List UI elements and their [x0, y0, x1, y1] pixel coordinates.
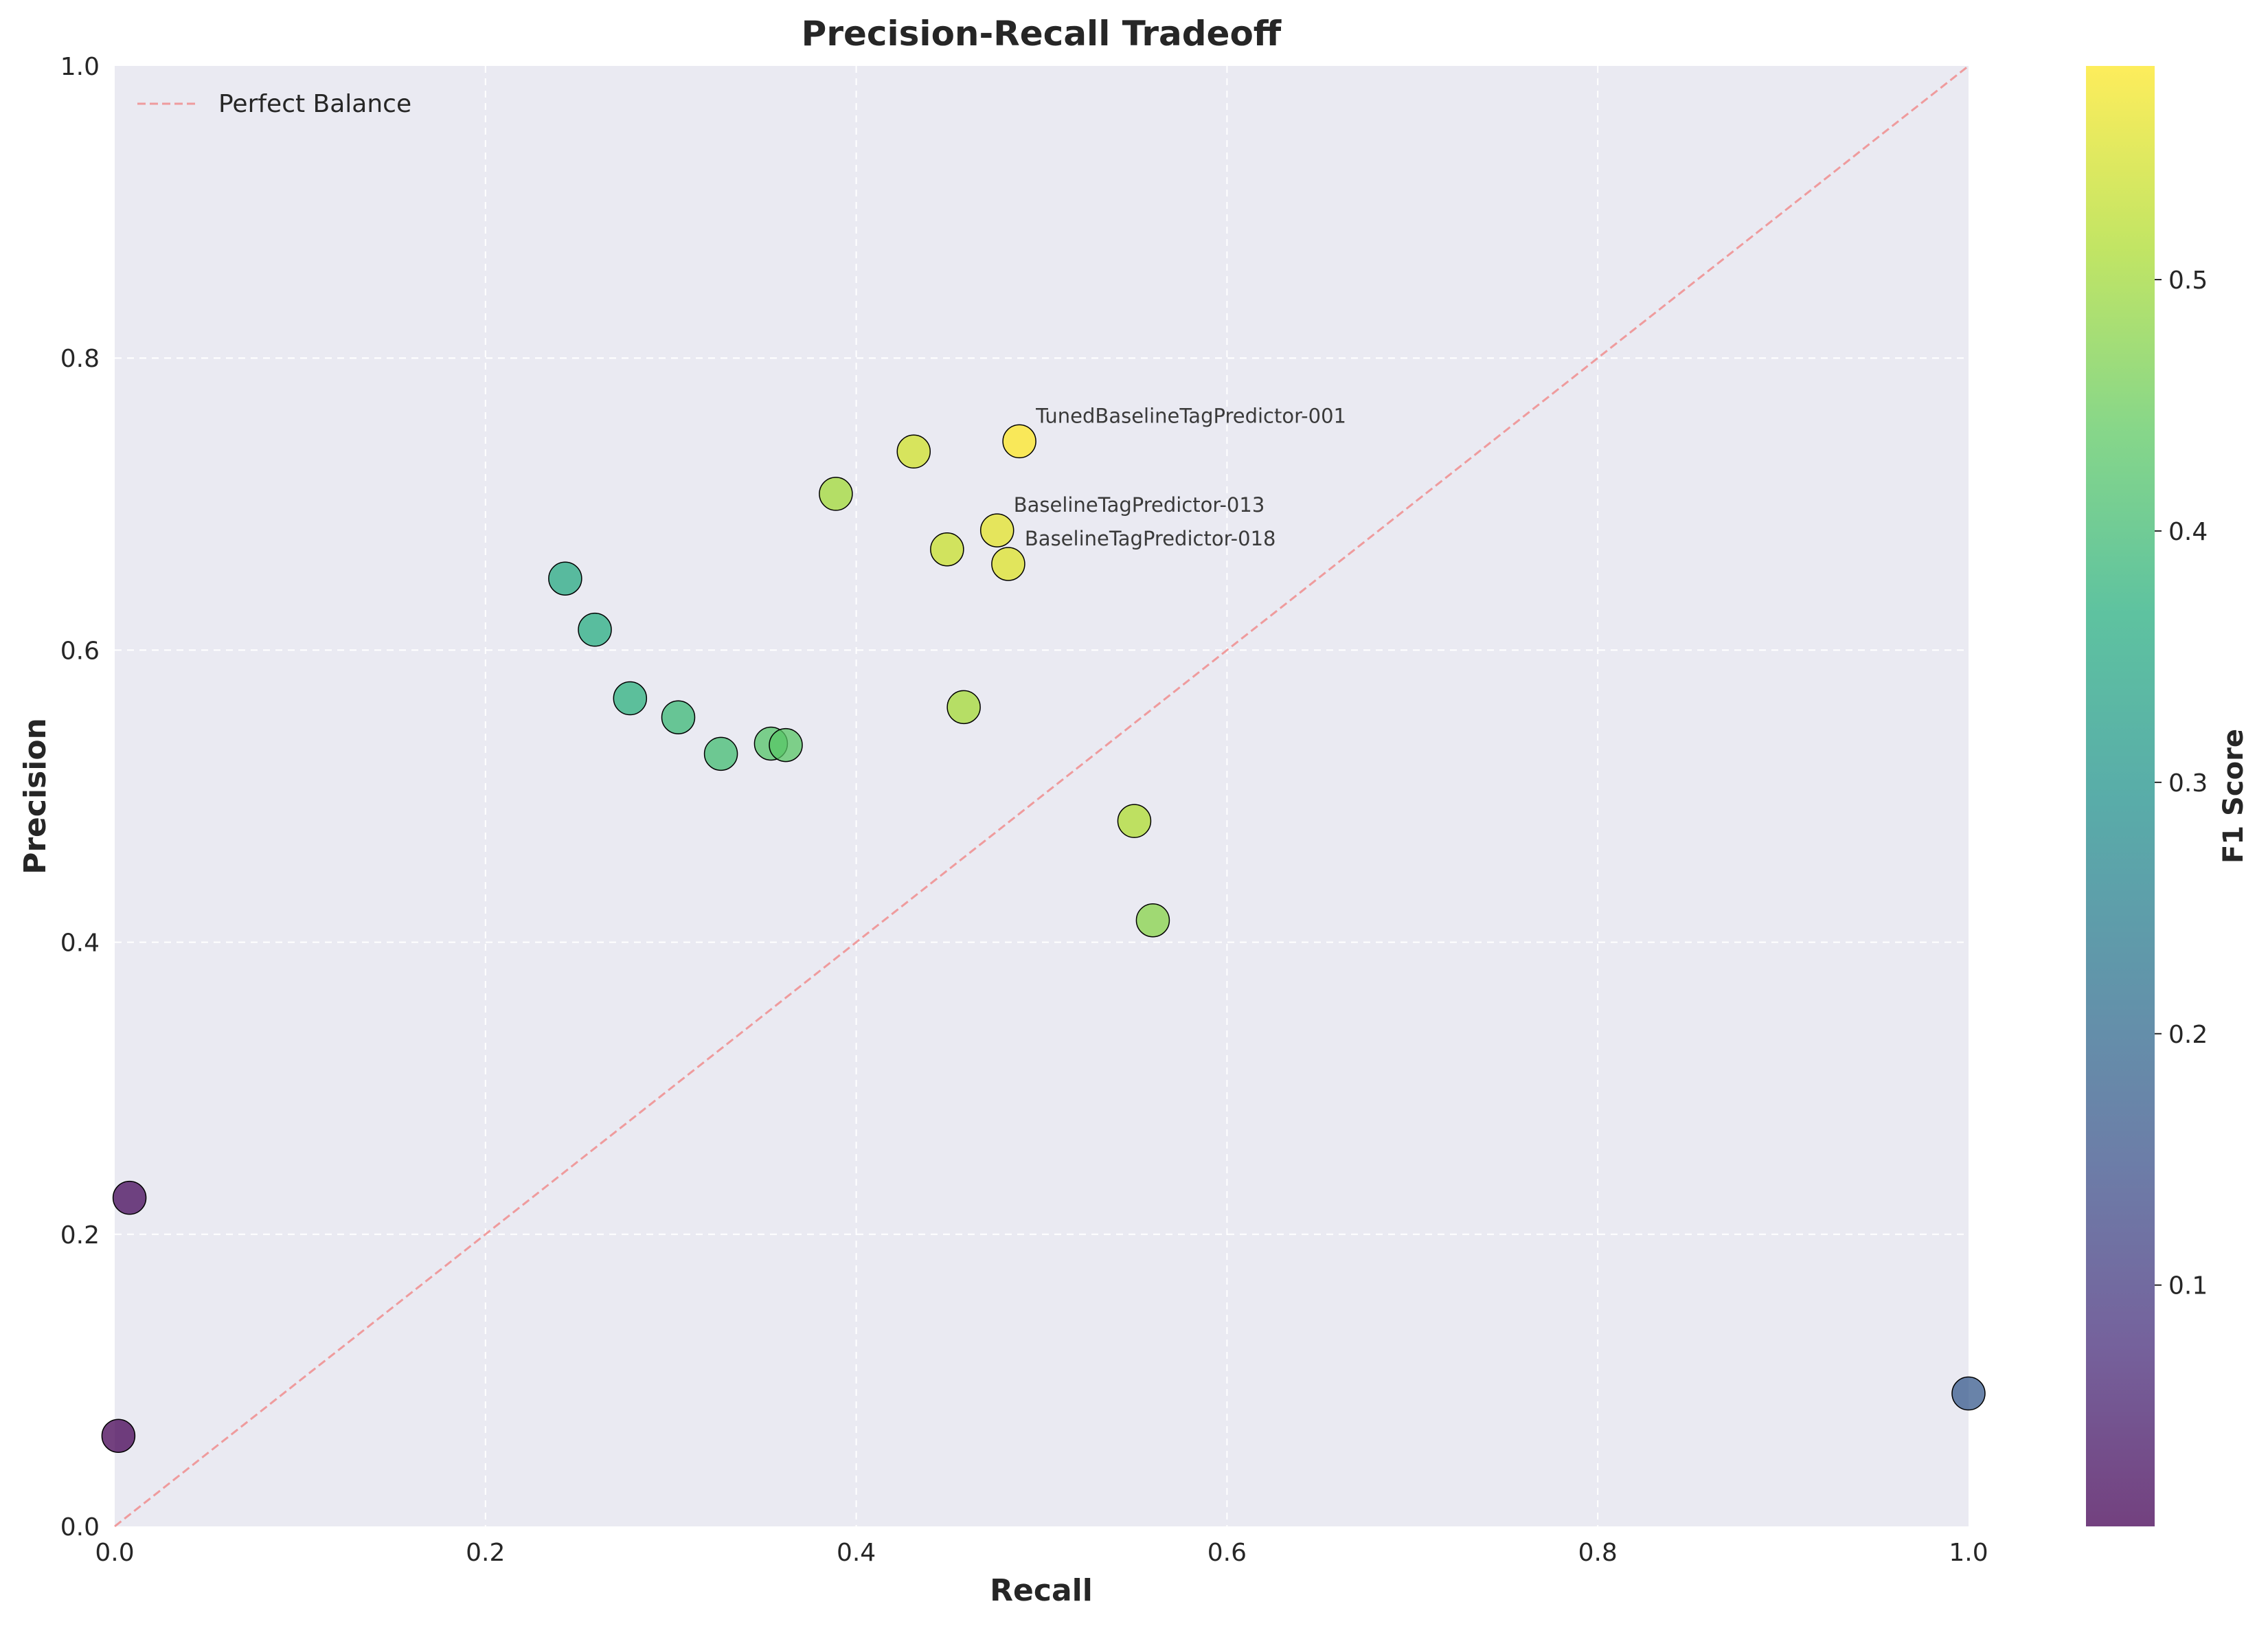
y-axis-label: Precision — [18, 718, 53, 874]
grid-lines — [115, 66, 1969, 1526]
y-tick-label: 0.8 — [60, 345, 100, 373]
point-annotation-label: BaselineTagPredictor-013 — [1014, 493, 1265, 517]
scatter-point — [991, 547, 1025, 581]
x-tick-label: 0.4 — [837, 1539, 876, 1567]
y-tick-label: 0.4 — [60, 929, 100, 958]
perfect-balance-line — [114, 65, 1969, 1528]
colorbar-tick-label: 0.5 — [2168, 267, 2208, 295]
scatter-point — [101, 1419, 136, 1453]
scatter-point — [548, 561, 582, 596]
scatter-point — [1002, 424, 1036, 459]
scatter-point — [979, 513, 1014, 547]
scatter-point — [769, 727, 803, 763]
x-axis-ticks: 0.0 0.2 0.4 0.6 0.8 1.0 — [95, 1539, 1988, 1567]
point-annotation-label: BaselineTagPredictor-018 — [1025, 527, 1276, 550]
scatter-point — [578, 612, 612, 647]
legend: Perfect Balance — [137, 90, 411, 118]
colorbar-ticks: 0.1 0.2 0.3 0.4 0.5 — [2155, 267, 2208, 1300]
y-tick-label: 0.6 — [60, 637, 100, 665]
y-tick-label: 0.0 — [60, 1513, 100, 1542]
point-annotations: TunedBaselineTagPredictor-001 BaselineTag… — [1014, 404, 1346, 550]
point-annotation-label: TunedBaselineTagPredictor-001 — [1035, 404, 1346, 427]
colorbar-tick-label: 0.1 — [2168, 1272, 2208, 1300]
scatter-point — [1117, 804, 1152, 838]
colorbar-tick-label: 0.2 — [2168, 1021, 2208, 1049]
scatter-point — [703, 736, 738, 771]
scatter-point — [819, 477, 853, 511]
colorbar-gradient — [2086, 66, 2155, 1526]
scatter-point — [1135, 903, 1170, 938]
x-tick-label: 0.2 — [466, 1539, 505, 1567]
colorbar-label: F1 Score — [2218, 729, 2249, 863]
scatter-points — [101, 424, 1986, 1453]
x-tick-label: 0.6 — [1207, 1539, 1247, 1567]
x-axis-label: Recall — [990, 1573, 1093, 1608]
colorbar-tick-label: 0.3 — [2168, 769, 2208, 798]
scatter-point — [661, 700, 696, 734]
y-tick-label: 1.0 — [60, 53, 100, 81]
scatter-point — [896, 434, 931, 469]
x-tick-label: 1.0 — [1949, 1539, 1988, 1567]
scatter-point — [112, 1180, 147, 1215]
reference-line-group — [114, 65, 1969, 1528]
colorbar-tick-label: 0.4 — [2168, 518, 2208, 546]
scatter-point — [930, 532, 964, 567]
scatter-point — [1951, 1376, 1986, 1411]
y-tick-label: 0.2 — [60, 1221, 100, 1250]
x-tick-label: 0.0 — [95, 1539, 134, 1567]
chart-title: Precision-Recall Tradeoff — [802, 14, 1282, 54]
colorbar: 0.1 0.2 0.3 0.4 0.5 F1 Score — [2086, 66, 2249, 1526]
scatter-point — [613, 681, 648, 716]
legend-entry-label: Perfect Balance — [218, 90, 411, 118]
x-tick-label: 0.8 — [1578, 1539, 1618, 1567]
y-axis-ticks: 0.0 0.2 0.4 0.6 0.8 1.0 — [60, 53, 100, 1542]
scatter-point — [946, 690, 981, 725]
